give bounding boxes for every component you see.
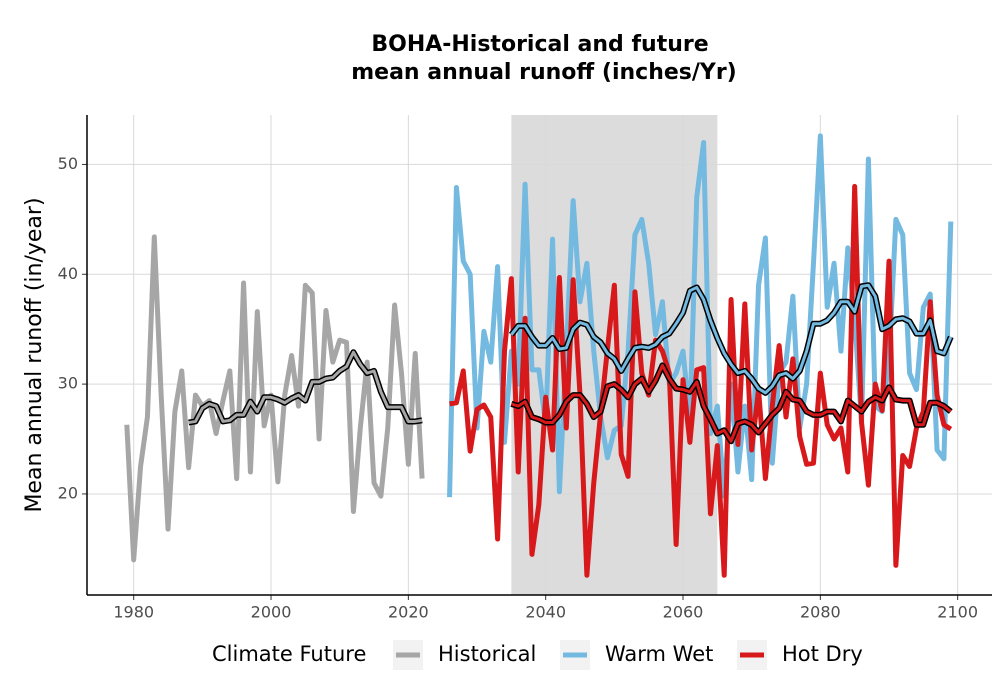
chart-title: BOHA-Historical and future [371, 32, 708, 57]
rolling-line [510, 283, 953, 395]
rolling-line [188, 350, 423, 425]
series-line [447, 133, 954, 499]
x-tick-label: 1980 [113, 603, 154, 622]
x-tick-label: 2100 [937, 603, 978, 622]
x-tick-label: 2060 [663, 603, 704, 622]
x-tick-label: 2000 [251, 603, 292, 622]
highlight-band [511, 115, 718, 595]
x-tick-label: 2080 [800, 603, 841, 622]
legend-label: Hot Dry [782, 642, 863, 666]
y-tick-label: 50 [58, 154, 78, 173]
rolling-line [510, 363, 952, 443]
plot-area: 1980 2000 2020 2040 2060 2080 2100 20 30 40 50 [58, 115, 992, 622]
legend: Climate Future Historical Warm Wet Hot Dry [212, 640, 863, 670]
series-line [124, 234, 425, 563]
x-tick-label: 2020 [388, 603, 429, 622]
y-tick-label: 20 [58, 483, 78, 502]
y-tick-label: 30 [58, 374, 78, 393]
x-tick-label: 2040 [525, 603, 566, 622]
legend-label: Warm Wet [605, 642, 713, 666]
chart-title: mean annual runoff (inches/Yr) [351, 60, 737, 85]
series-line [449, 183, 953, 578]
y-axis-label: Mean annual runoff (in/year) [22, 197, 47, 512]
y-tick-label: 40 [58, 264, 78, 283]
legend-label: Historical [438, 642, 536, 666]
legend-title: Climate Future [212, 642, 366, 666]
